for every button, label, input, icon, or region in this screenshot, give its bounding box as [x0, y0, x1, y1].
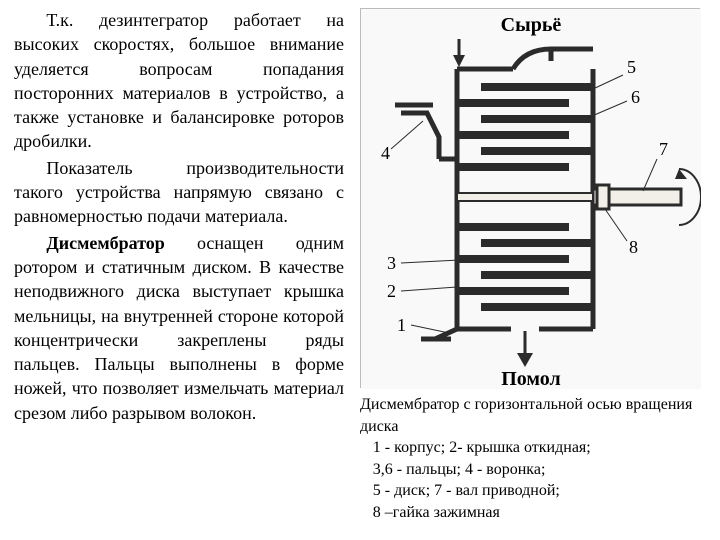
term-dismembrator: Дисмембратор: [46, 233, 164, 253]
callout-3: 3: [387, 253, 396, 273]
paragraph-1: Т.к. дезинтегратор работает на высоких с…: [14, 8, 344, 154]
paragraph-3-rest: оснащен одним ротором и статичным диском…: [14, 233, 344, 423]
callout-1: 1: [397, 315, 406, 335]
page-root: Т.к. дезинтегратор работает на высоких с…: [0, 0, 720, 540]
callout-8: 8: [629, 237, 638, 257]
callout-6: 6: [631, 87, 640, 107]
paragraph-3: Дисмембратор оснащен одним ротором и ста…: [14, 231, 344, 425]
callout-5: 5: [627, 57, 636, 77]
figure-caption: Дисмембратор с горизонтальной осью враще…: [358, 388, 702, 524]
diagram-container: Сырьё Помол: [360, 8, 700, 388]
callout-4: 4: [381, 143, 390, 163]
caption-title: Дисмембратор с горизонтальной осью враще…: [360, 394, 700, 437]
shaft-inner: [457, 193, 593, 201]
legend-line-4: 8 –гайка зажимная: [360, 502, 700, 524]
paragraph-2: Показатель производительности такого уст…: [14, 156, 344, 229]
legend-line-3: 5 - диск; 7 - вал приводной;: [360, 480, 700, 502]
label-output: Помол: [501, 368, 561, 389]
dismembrator-diagram: Сырьё Помол: [361, 9, 701, 389]
nut: [597, 185, 609, 209]
label-feed: Сырьё: [501, 14, 562, 36]
legend-line-2: 3,6 - пальцы; 4 - воронка;: [360, 459, 700, 481]
legend-line-1: 1 - корпус; 2- крышка откидная;: [360, 437, 700, 459]
figure-column: Сырьё Помол: [354, 8, 706, 532]
callout-7: 7: [659, 139, 668, 159]
text-column: Т.к. дезинтегратор работает на высоких с…: [14, 8, 354, 532]
callout-2: 2: [387, 281, 396, 301]
